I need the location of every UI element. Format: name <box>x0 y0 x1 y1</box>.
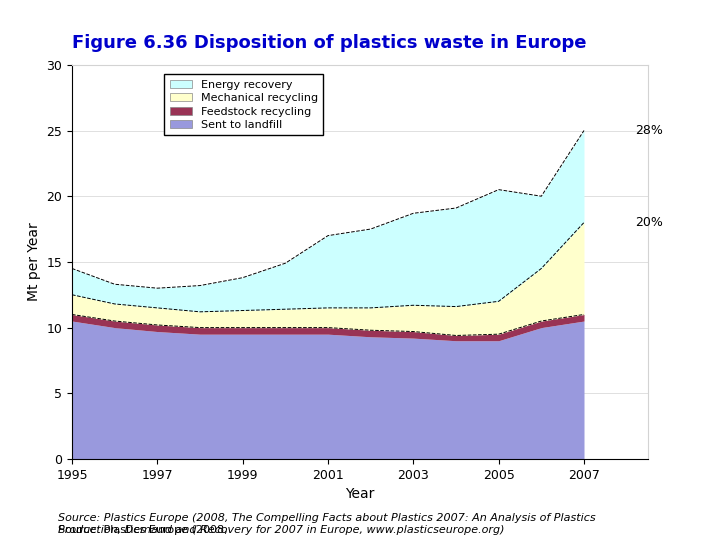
Text: Source: Plastics Europe (2008, The Compelling Facts about Plastics 2007: An Anal: Source: Plastics Europe (2008, The Compe… <box>58 513 595 535</box>
Text: 20%: 20% <box>635 216 663 229</box>
X-axis label: Year: Year <box>346 487 374 501</box>
Legend: Energy recovery, Mechanical recycling, Feedstock recycling, Sent to landfill: Energy recovery, Mechanical recycling, F… <box>164 75 323 136</box>
Y-axis label: Mt per Year: Mt per Year <box>27 222 41 301</box>
Text: Figure 6.36 Disposition of plastics waste in Europe: Figure 6.36 Disposition of plastics wast… <box>72 34 587 52</box>
Text: Source: Plastics Europe (2008,: Source: Plastics Europe (2008, <box>58 524 230 535</box>
Text: 28%: 28% <box>635 124 663 137</box>
